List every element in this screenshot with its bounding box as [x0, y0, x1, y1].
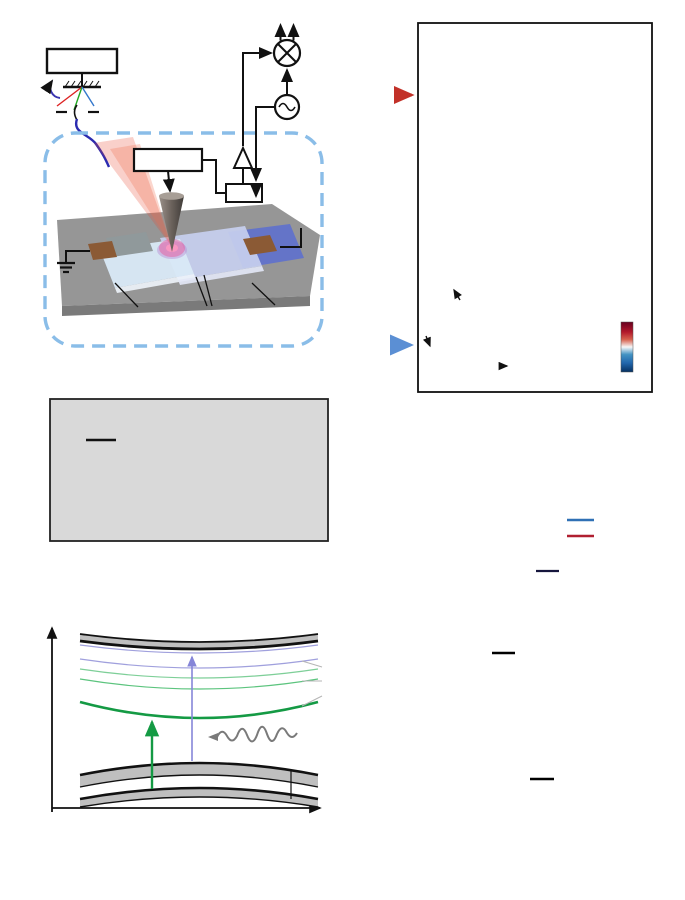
contact-left	[88, 241, 117, 260]
level-2s	[79, 668, 319, 679]
panel-a	[40, 23, 324, 348]
mixer-x	[277, 43, 297, 63]
ground-icon	[57, 250, 90, 274]
panel-e	[492, 518, 594, 781]
level-3s	[79, 658, 319, 669]
mim-tip-icon	[159, 196, 184, 252]
hemt-amplifier-icon	[232, 145, 254, 169]
conduction-band-fill	[80, 634, 318, 649]
level-2s-lower	[79, 678, 319, 690]
panel-c	[46, 626, 323, 814]
laser-glow-beam	[94, 137, 172, 247]
contact-right	[243, 235, 277, 255]
panel-d	[390, 22, 653, 393]
plot-b-background	[50, 399, 328, 541]
cb-lower-edge	[79, 639, 319, 651]
plot-e2-legend	[536, 569, 559, 573]
sample-stage	[57, 204, 320, 316]
photon-wave-icon	[216, 725, 298, 743]
laser-glow-beam-inner	[110, 144, 172, 247]
level-1s	[79, 700, 319, 720]
plot-e4-legend	[530, 777, 554, 781]
plot-d-frame	[417, 22, 653, 393]
mim-tip-top	[159, 192, 184, 200]
mirror-rotation-arrow-icon	[40, 79, 61, 99]
colorbar	[620, 321, 634, 373]
vb1-bottom-edge	[79, 774, 319, 788]
panel-b	[49, 398, 329, 542]
mw-sine	[278, 102, 296, 112]
b-exciton-level	[79, 644, 319, 654]
he3-fridge-outline	[43, 131, 324, 348]
mim-heatmap-image	[418, 23, 652, 392]
sc-laser-box	[45, 47, 119, 75]
scanning-mirror-icon	[63, 73, 101, 89]
plot-b-frame	[49, 398, 329, 542]
flake-leader-lines	[114, 274, 276, 308]
valence-band-2-fill	[80, 788, 318, 807]
level-leader-lines	[301, 660, 323, 707]
slit-icon	[56, 104, 99, 121]
circuit-wiring	[202, 23, 302, 248]
z-match-box	[132, 147, 204, 173]
laser-beam-path	[74, 118, 111, 168]
vb2-bottom-edge	[79, 796, 319, 808]
plot-e3-legend	[492, 651, 515, 655]
metal-pad	[106, 232, 153, 257]
photon-arrowhead	[208, 733, 218, 741]
tip-wire	[162, 170, 175, 193]
plot-e1-legend	[567, 518, 594, 538]
plot-d-annotations	[422, 288, 509, 371]
vb2-top-edge	[79, 786, 319, 801]
cb-upper-edge	[79, 633, 319, 643]
vb1-top-edge	[79, 761, 319, 777]
